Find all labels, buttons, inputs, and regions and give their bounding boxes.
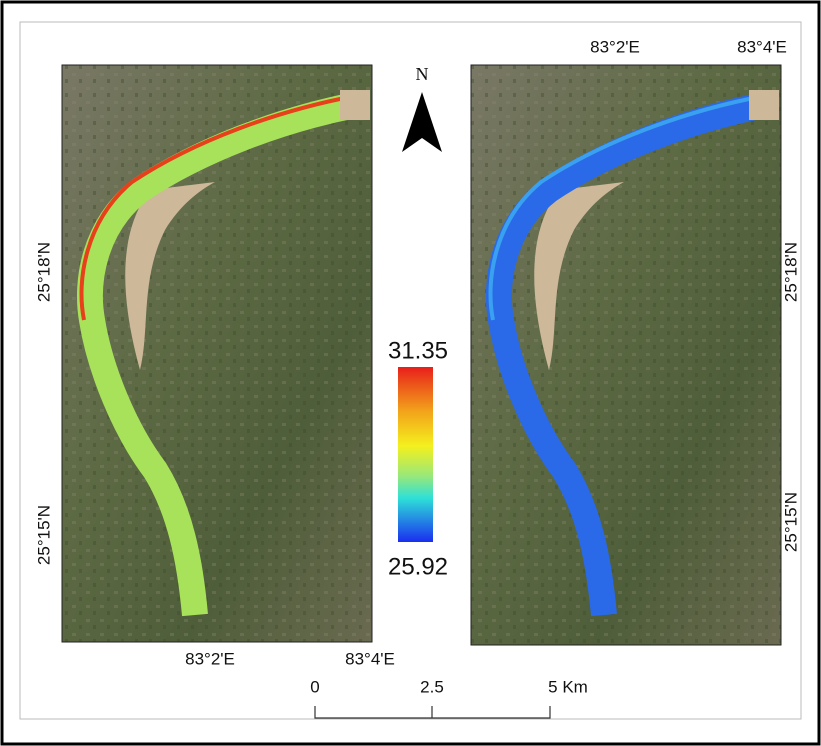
x-label: 83°2'E [185,649,235,668]
legend-max: 31.35 [388,337,448,364]
figure: 83°2'E 83°4'E 25°18'N 25°15'N 83°2'E 83°… [0,0,821,746]
y-label: 25°15'N [34,505,53,565]
scale-line [315,706,550,718]
scale-bar: 0 2.5 5 Km [310,677,588,718]
right-map: 83°2'E 83°4'E 25°18'N 25°15'N [471,37,800,645]
x-label: 83°4'E [737,37,787,56]
y-label: 25°15'N [781,492,800,552]
scale-label: 2.5 [420,677,444,696]
x-label: 83°2'E [590,37,640,56]
north-label: N [416,64,429,84]
legend-min: 25.92 [388,553,448,580]
y-label: 25°18'N [781,242,800,302]
color-ramp [398,367,433,542]
left-map: 83°2'E 83°4'E 25°18'N 25°15'N [34,65,394,668]
x-label: 83°4'E [345,649,395,668]
y-label: 25°18'N [34,242,53,302]
scale-label: 0 [310,677,319,696]
north-arrow [402,92,442,152]
scale-label: 5 Km [548,677,588,696]
